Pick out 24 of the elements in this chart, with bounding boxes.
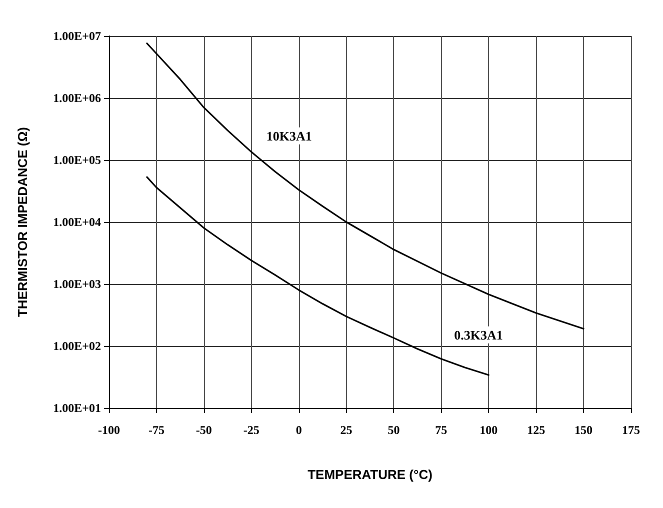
x-tick-label: 75 bbox=[435, 423, 448, 437]
x-tick-label: -50 bbox=[196, 423, 212, 437]
y-tick-label: 1.00E+04 bbox=[53, 215, 101, 229]
series-label: 0.3K3A1 bbox=[454, 327, 503, 342]
x-tick-label: 150 bbox=[574, 423, 593, 437]
y-tick-label: 1.00E+07 bbox=[53, 29, 101, 43]
x-tick-label: -100 bbox=[98, 423, 120, 437]
line-series bbox=[146, 42, 584, 330]
x-tick-label: 175 bbox=[622, 423, 640, 437]
y-tick-label: 1.00E+03 bbox=[53, 277, 101, 291]
x-tick-label: 50 bbox=[388, 423, 400, 437]
x-tick-label: 0 bbox=[296, 423, 302, 437]
series-label: 10K3A1 bbox=[266, 128, 312, 144]
x-axis-title: TEMPERATURE (°C) bbox=[308, 467, 432, 482]
x-tick-label: 125 bbox=[527, 423, 546, 437]
x-tick-label: 25 bbox=[340, 423, 352, 437]
y-tick-label: 1.00E+05 bbox=[53, 153, 101, 167]
y-tick-label: 1.00E+02 bbox=[53, 339, 101, 353]
y-tick-label: 1.00E+01 bbox=[53, 401, 101, 415]
y-axis-title: THERMISTOR IMPEDANCE (Ω) bbox=[15, 126, 30, 318]
y-tick-label: 1.00E+06 bbox=[53, 91, 101, 105]
x-tick-label: 100 bbox=[480, 423, 498, 437]
x-tick-label: -25 bbox=[243, 423, 260, 437]
x-tick-label: -75 bbox=[148, 423, 164, 437]
